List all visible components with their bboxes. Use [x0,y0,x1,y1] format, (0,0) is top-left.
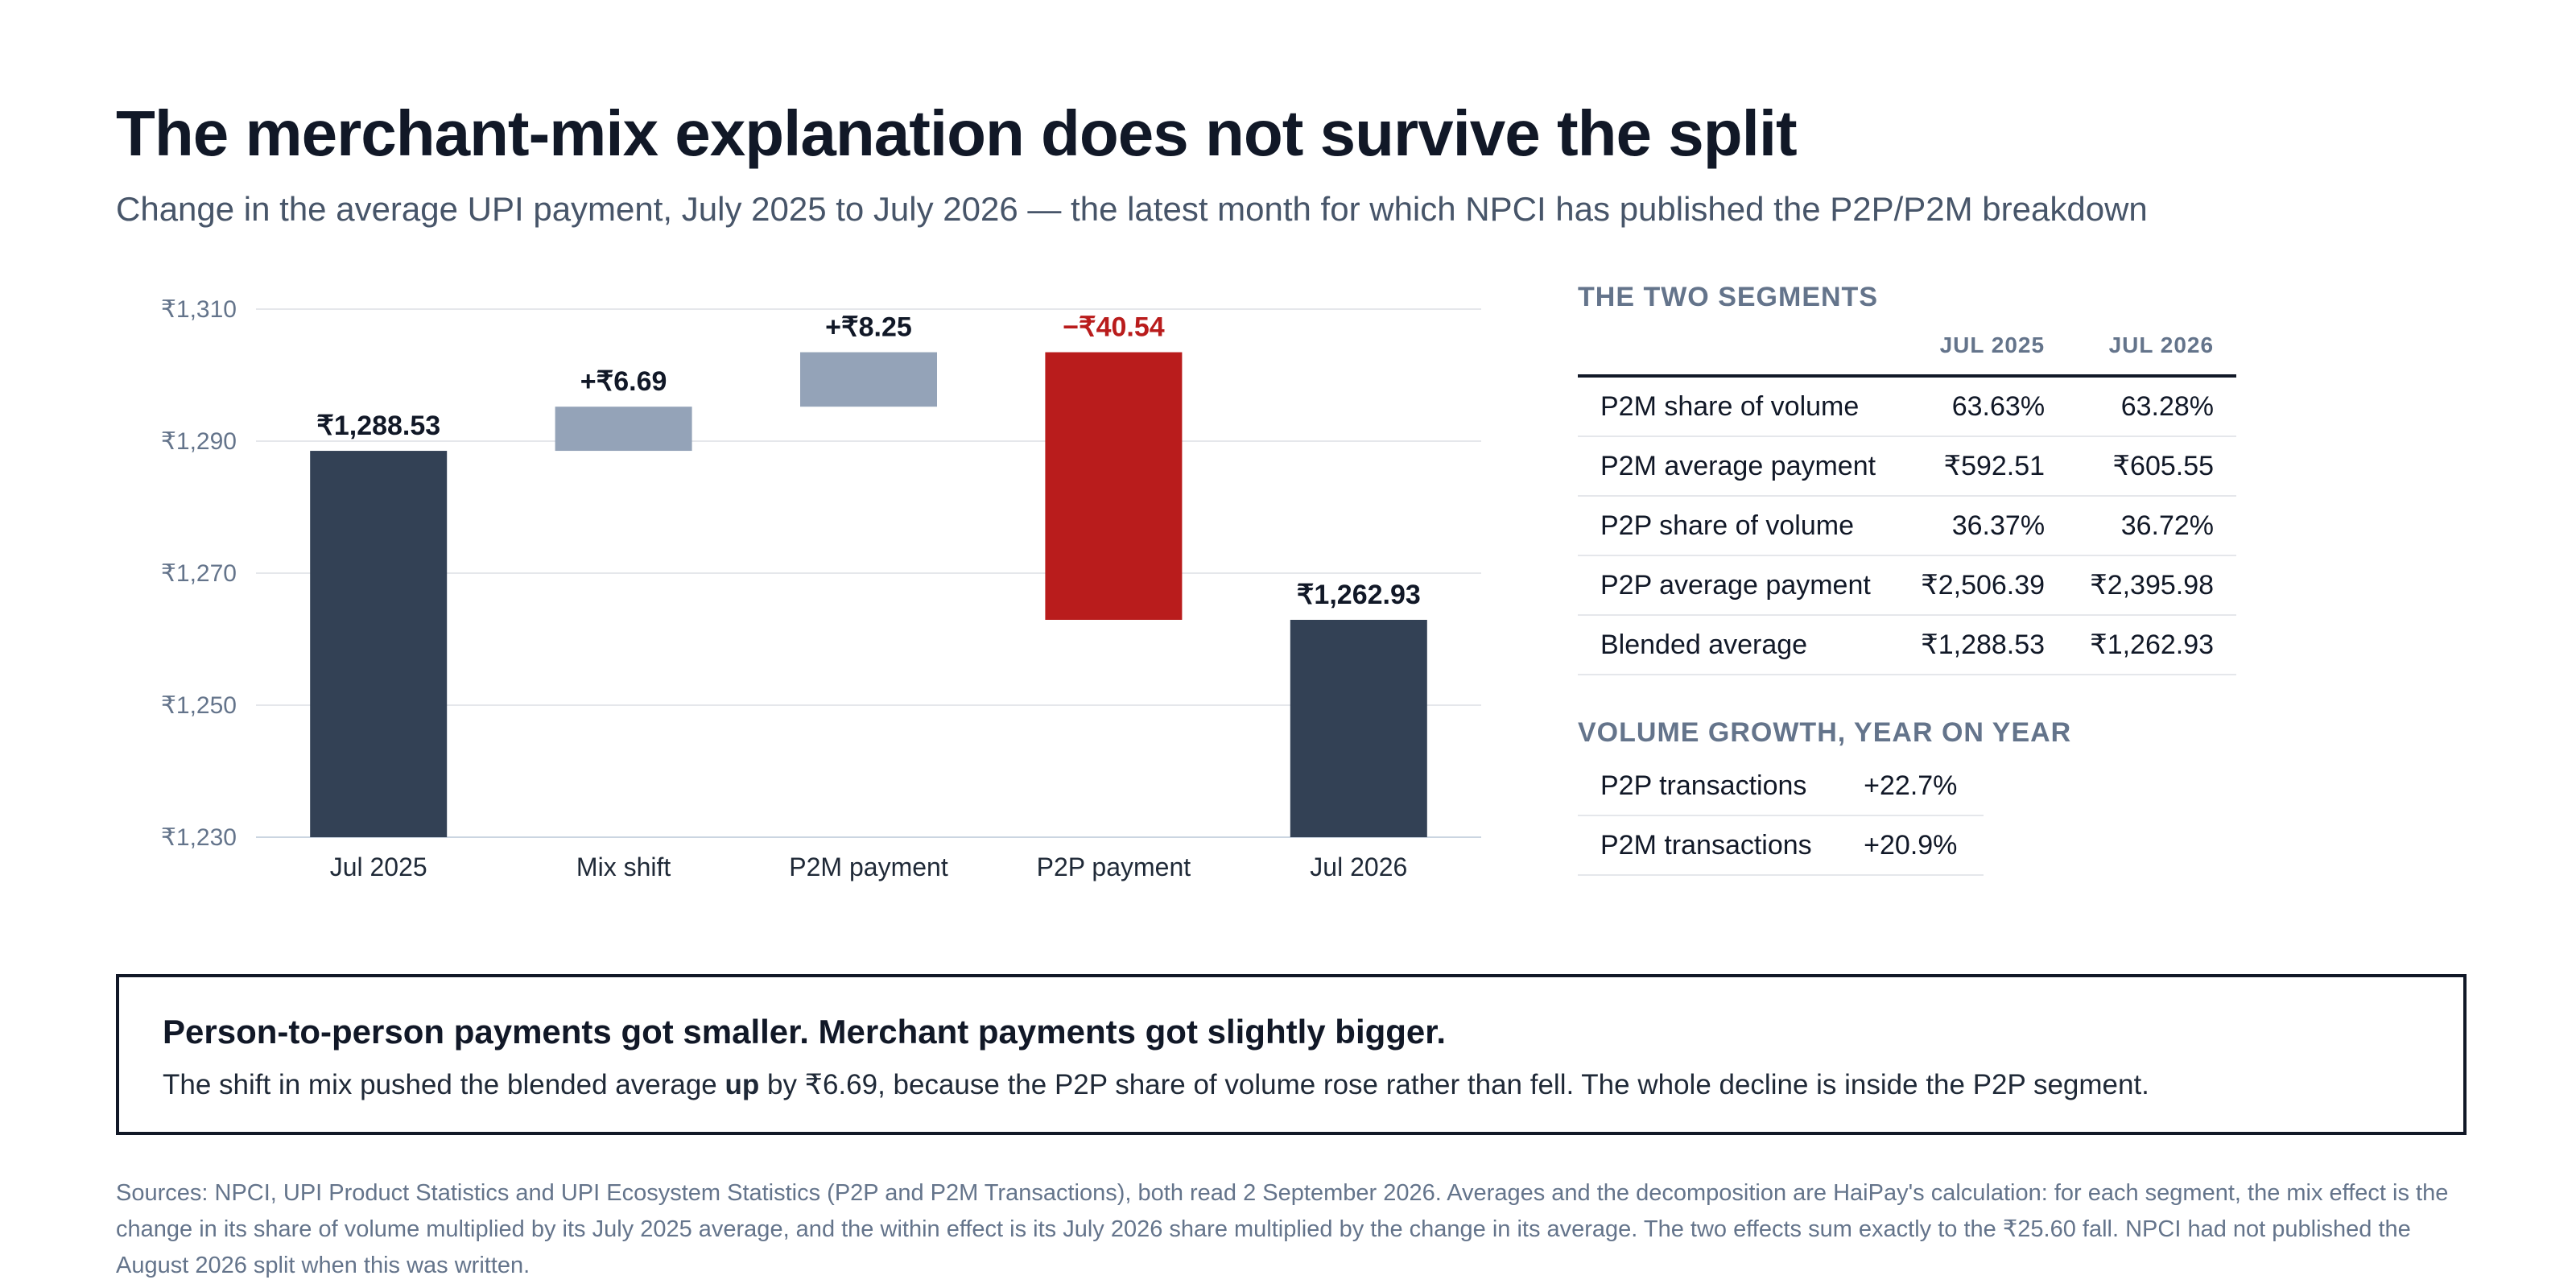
waterfall-chart: ₹1,230 ₹1,250 ₹1,270 ₹1,290 ₹1,310 ₹1,288.53 J… [161,296,1481,881]
cell-jul-2025: 36.37% [1898,496,2068,556]
x-category-label: P2M payment [789,852,948,881]
row-label: P2P transactions [1578,757,1842,816]
row-label: P2P average payment [1578,555,1899,616]
row-label: P2M transactions [1578,815,1842,876]
row-label: Blended average [1578,615,1899,675]
x-category-label: Mix shift [576,852,671,881]
callout-text-end: by ₹6.69, because the P2P share of volum… [759,1069,2149,1100]
table-row: P2M average payment ₹592.51 ₹605.55 [1578,436,2237,497]
waterfall-bar [800,352,937,407]
bar-value-label: ₹1,288.53 [316,411,440,441]
cell-jul-2025: ₹2,506.39 [1898,555,2068,616]
cell-jul-2025: ₹1,288.53 [1898,615,2068,675]
segments-table: JUL 2025 JUL 2026 P2M share of volume 63… [1578,328,2237,675]
growth-value: +20.9% [1841,815,1984,876]
x-category-label: Jul 2026 [1310,852,1407,881]
callout-text: The shift in mix pushed the blended aver… [163,1069,2420,1101]
table-row: P2P share of volume 36.37% 36.72% [1578,496,2237,556]
cell-jul-2026: ₹2,395.98 [2067,555,2237,616]
segments-panel: THE TWO SEGMENTS JUL 2025 JUL 2026 P2M s… [1578,282,2238,876]
page-title: The merchant-mix explanation does not su… [116,97,1798,169]
table-row: P2M share of volume 63.63% 63.28% [1578,376,2237,437]
callout-text-emphasis: up [724,1069,760,1100]
y-tick-label: ₹1,250 [161,692,237,719]
segments-header-blank [1578,328,1899,378]
bar-value-label: +₹8.25 [825,312,912,343]
bar-value-label: −₹40.54 [1063,312,1165,343]
callout-text-start: The shift in mix pushed the blended aver… [163,1069,725,1100]
y-tick-label: ₹1,270 [161,560,237,587]
callout-title: Person-to-person payments got smaller. M… [163,1013,1446,1051]
column-header-jul-2026: JUL 2026 [2067,328,2237,378]
growth-table: P2P transactions +22.7% P2M transactions… [1578,757,1984,876]
column-header-jul-2025: JUL 2025 [1898,328,2068,378]
cell-jul-2025: ₹592.51 [1898,436,2068,497]
cell-jul-2026: 36.72% [2067,496,2237,556]
cell-jul-2025: 63.63% [1898,376,2068,437]
row-label: P2M average payment [1578,436,1899,497]
y-tick-label: ₹1,290 [161,428,237,455]
segments-heading: THE TWO SEGMENTS [1578,282,1878,312]
sources-note: Sources: NPCI, UPI Product Statistics an… [116,1180,2449,1278]
waterfall-bar [1045,352,1183,620]
waterfall-bar [1290,619,1427,837]
table-row: P2P transactions +22.7% [1578,757,1984,816]
x-category-label: P2P payment [1037,852,1191,881]
x-category-label: Jul 2025 [330,852,427,881]
table-row: Blended average ₹1,288.53 ₹1,262.93 [1578,615,2237,675]
callout-box: Person-to-person payments got smaller. M… [116,974,2467,1135]
row-label: P2P share of volume [1578,496,1899,556]
cell-jul-2026: 63.28% [2067,376,2237,437]
waterfall-bar [555,407,692,452]
growth-value: +22.7% [1841,757,1984,816]
page-subtitle: Change in the average UPI payment, July … [116,190,2148,228]
growth-heading: VOLUME GROWTH, YEAR ON YEAR [1578,717,2072,748]
segments-header-row: JUL 2025 JUL 2026 [1578,328,2237,378]
y-tick-label: ₹1,230 [161,824,237,851]
table-row: P2P average payment ₹2,506.39 ₹2,395.98 [1578,555,2237,616]
bar-value-label: +₹6.69 [580,366,667,397]
bar-value-label: ₹1,262.93 [1297,580,1421,610]
cell-jul-2026: ₹1,262.93 [2067,615,2237,675]
waterfall-bar [310,451,448,837]
y-tick-label: ₹1,310 [161,296,237,323]
table-row: P2M transactions +20.9% [1578,815,1984,876]
row-label: P2M share of volume [1578,376,1899,437]
cell-jul-2026: ₹605.55 [2067,436,2237,497]
